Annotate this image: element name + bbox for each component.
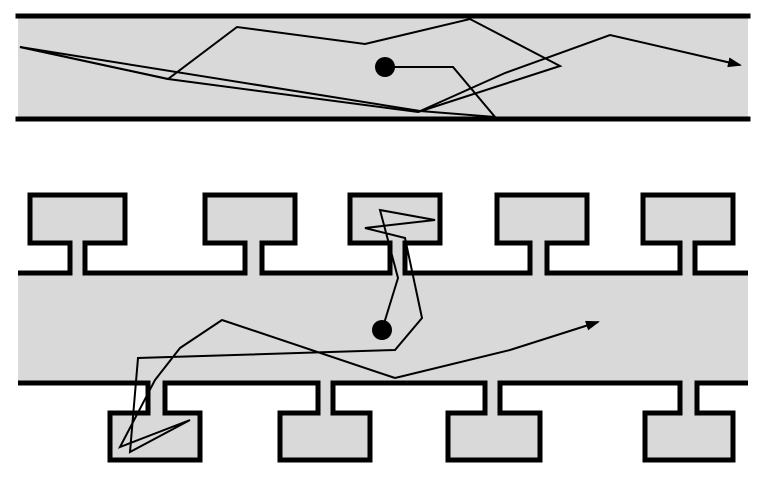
smooth-channel-particle xyxy=(375,57,395,77)
cavity-channel-particle xyxy=(372,320,392,340)
smooth-channel-drift-path xyxy=(19,33,742,114)
bottom-wall-with-cavities xyxy=(18,380,748,463)
cavity-channel-panel xyxy=(18,192,748,463)
smooth-channel-panel xyxy=(15,13,751,122)
top-wall-with-cavities xyxy=(18,192,748,276)
cavity-channel-random-walk xyxy=(117,208,436,454)
cavity-channel-drift-path xyxy=(394,320,600,379)
